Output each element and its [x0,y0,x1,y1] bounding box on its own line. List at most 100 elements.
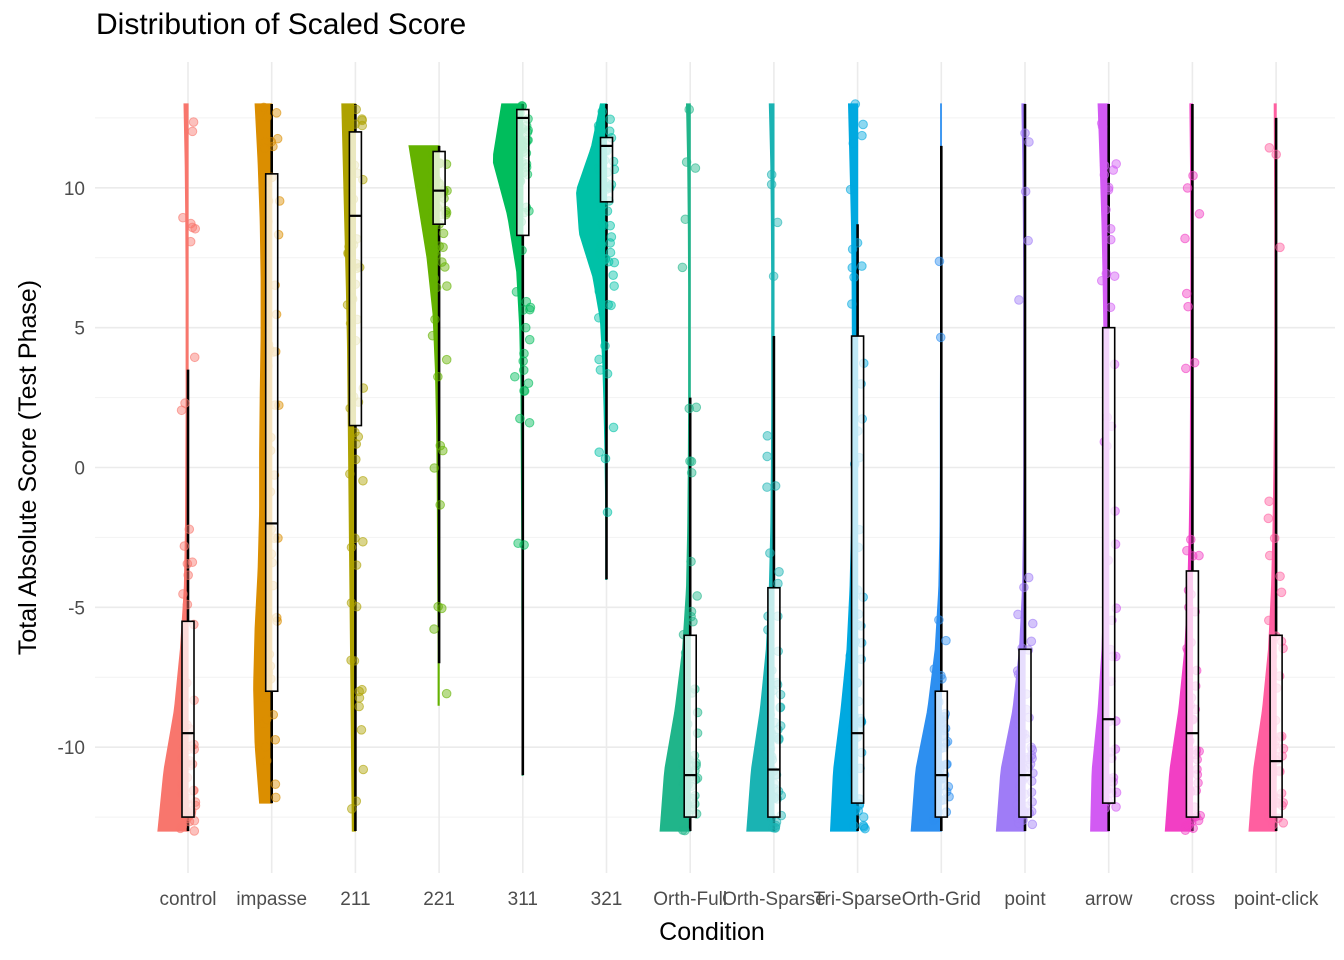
data-point-211 [349,656,360,666]
x-tick-label: 311 [508,889,538,910]
data-point-321 [594,286,605,297]
data-point-Orth-Grid [928,815,939,826]
data-point-arrow [1101,204,1111,215]
data-point-321 [602,368,613,379]
data-point-311 [521,296,532,307]
data-point-Orth-Full [684,403,695,414]
data-point-impasse [262,112,272,122]
data-point-point [1020,128,1030,138]
data-point-311 [510,371,520,382]
box-211 [348,131,363,427]
data-point-Tri-Sparse [848,820,859,831]
data-point-control [177,821,188,832]
data-point-point-click [1271,149,1281,160]
data-point-321 [606,232,617,242]
data-point-Orth-Full [685,456,695,466]
data-point-cross [1185,534,1196,545]
data-point-cross [1180,233,1190,244]
data-point-Orth-Sparse [762,451,772,462]
data-point-211 [351,560,362,570]
data-point-point [1023,235,1033,246]
data-point-Orth-Grid [936,670,946,681]
data-point-point-click [1264,142,1275,153]
data-point-Orth-Full [686,611,696,622]
data-point-221 [430,244,441,254]
box-311 [515,108,530,237]
data-point-221 [433,601,443,612]
x-tick-label: 211 [340,889,370,910]
data-point-Tri-Sparse [847,244,858,255]
data-point-211 [350,427,360,438]
data-point-control [180,398,190,408]
data-point-221 [427,238,438,248]
data-point-arrow [1105,224,1116,234]
data-point-Orth-Full [680,825,690,836]
data-point-Orth-Sparse [773,578,783,589]
data-point-impasse [259,692,270,703]
data-point-impasse [271,792,281,803]
data-point-221 [435,440,446,451]
data-point-Orth-Sparse [762,482,772,492]
data-point-311 [518,305,528,315]
x-tick-label: point-click [1234,889,1319,910]
box-321 [599,136,614,203]
x-tick-label: Orth-Sparse [722,889,825,910]
data-point-cross [1188,170,1198,181]
data-point-point-click [1264,550,1275,561]
data-point-221 [441,354,452,365]
data-point-cross [1194,209,1205,219]
data-point-arrow [1096,275,1107,286]
data-point-control [182,599,193,610]
data-point-arrow [1097,121,1108,132]
data-point-211 [343,109,354,119]
data-point-control [179,541,190,551]
x-tick-label: cross [1170,889,1215,910]
data-point-Tri-Sparse [850,805,860,815]
data-point-point [1027,819,1038,830]
data-point-Tri-Sparse [852,238,863,248]
data-point-211 [356,725,367,735]
y-tick-label: -5 [68,598,85,619]
data-point-221 [438,242,448,253]
data-point-point [1014,295,1024,305]
violin-control [157,103,189,832]
data-point-point-click [1264,615,1274,626]
data-point-cross [1181,363,1191,374]
data-point-321 [594,447,604,457]
data-point-point [1013,609,1023,620]
data-point-Orth-Sparse [770,481,781,491]
data-point-321 [608,422,619,433]
data-point-311 [518,365,529,375]
data-point-Orth-Grid [934,256,945,267]
data-point-Orth-Grid [934,615,944,625]
data-point-321 [597,219,607,230]
data-point-321 [608,270,618,280]
data-point-Orth-Sparse [772,217,783,228]
x-tick-label: point [1004,889,1046,910]
data-point-control [189,352,200,363]
data-point-Tri-Sparse [849,272,859,283]
data-point-Orth-Full [680,214,691,225]
data-point-Orth-Grid [935,332,946,343]
data-point-221 [430,314,440,325]
data-point-Orth-Sparse [774,567,784,577]
data-point-211 [358,536,368,547]
box-221 [432,150,446,225]
violin-221 [408,145,440,706]
data-point-221 [433,371,443,382]
data-point-221 [429,624,439,634]
data-point-arrow [1109,271,1120,281]
data-point-arrow [1099,170,1110,180]
data-point-impasse [270,779,281,789]
x-tick-label: Orth-Full [653,889,727,910]
data-point-321 [600,254,611,265]
data-point-point-click [1264,496,1274,507]
data-point-arrow [1096,118,1107,129]
data-point-311 [515,413,525,424]
data-point-211 [358,764,369,775]
data-point-321 [609,281,619,291]
data-point-321 [594,354,604,365]
data-point-Tri-Sparse [847,262,858,273]
data-point-point [1026,636,1037,647]
